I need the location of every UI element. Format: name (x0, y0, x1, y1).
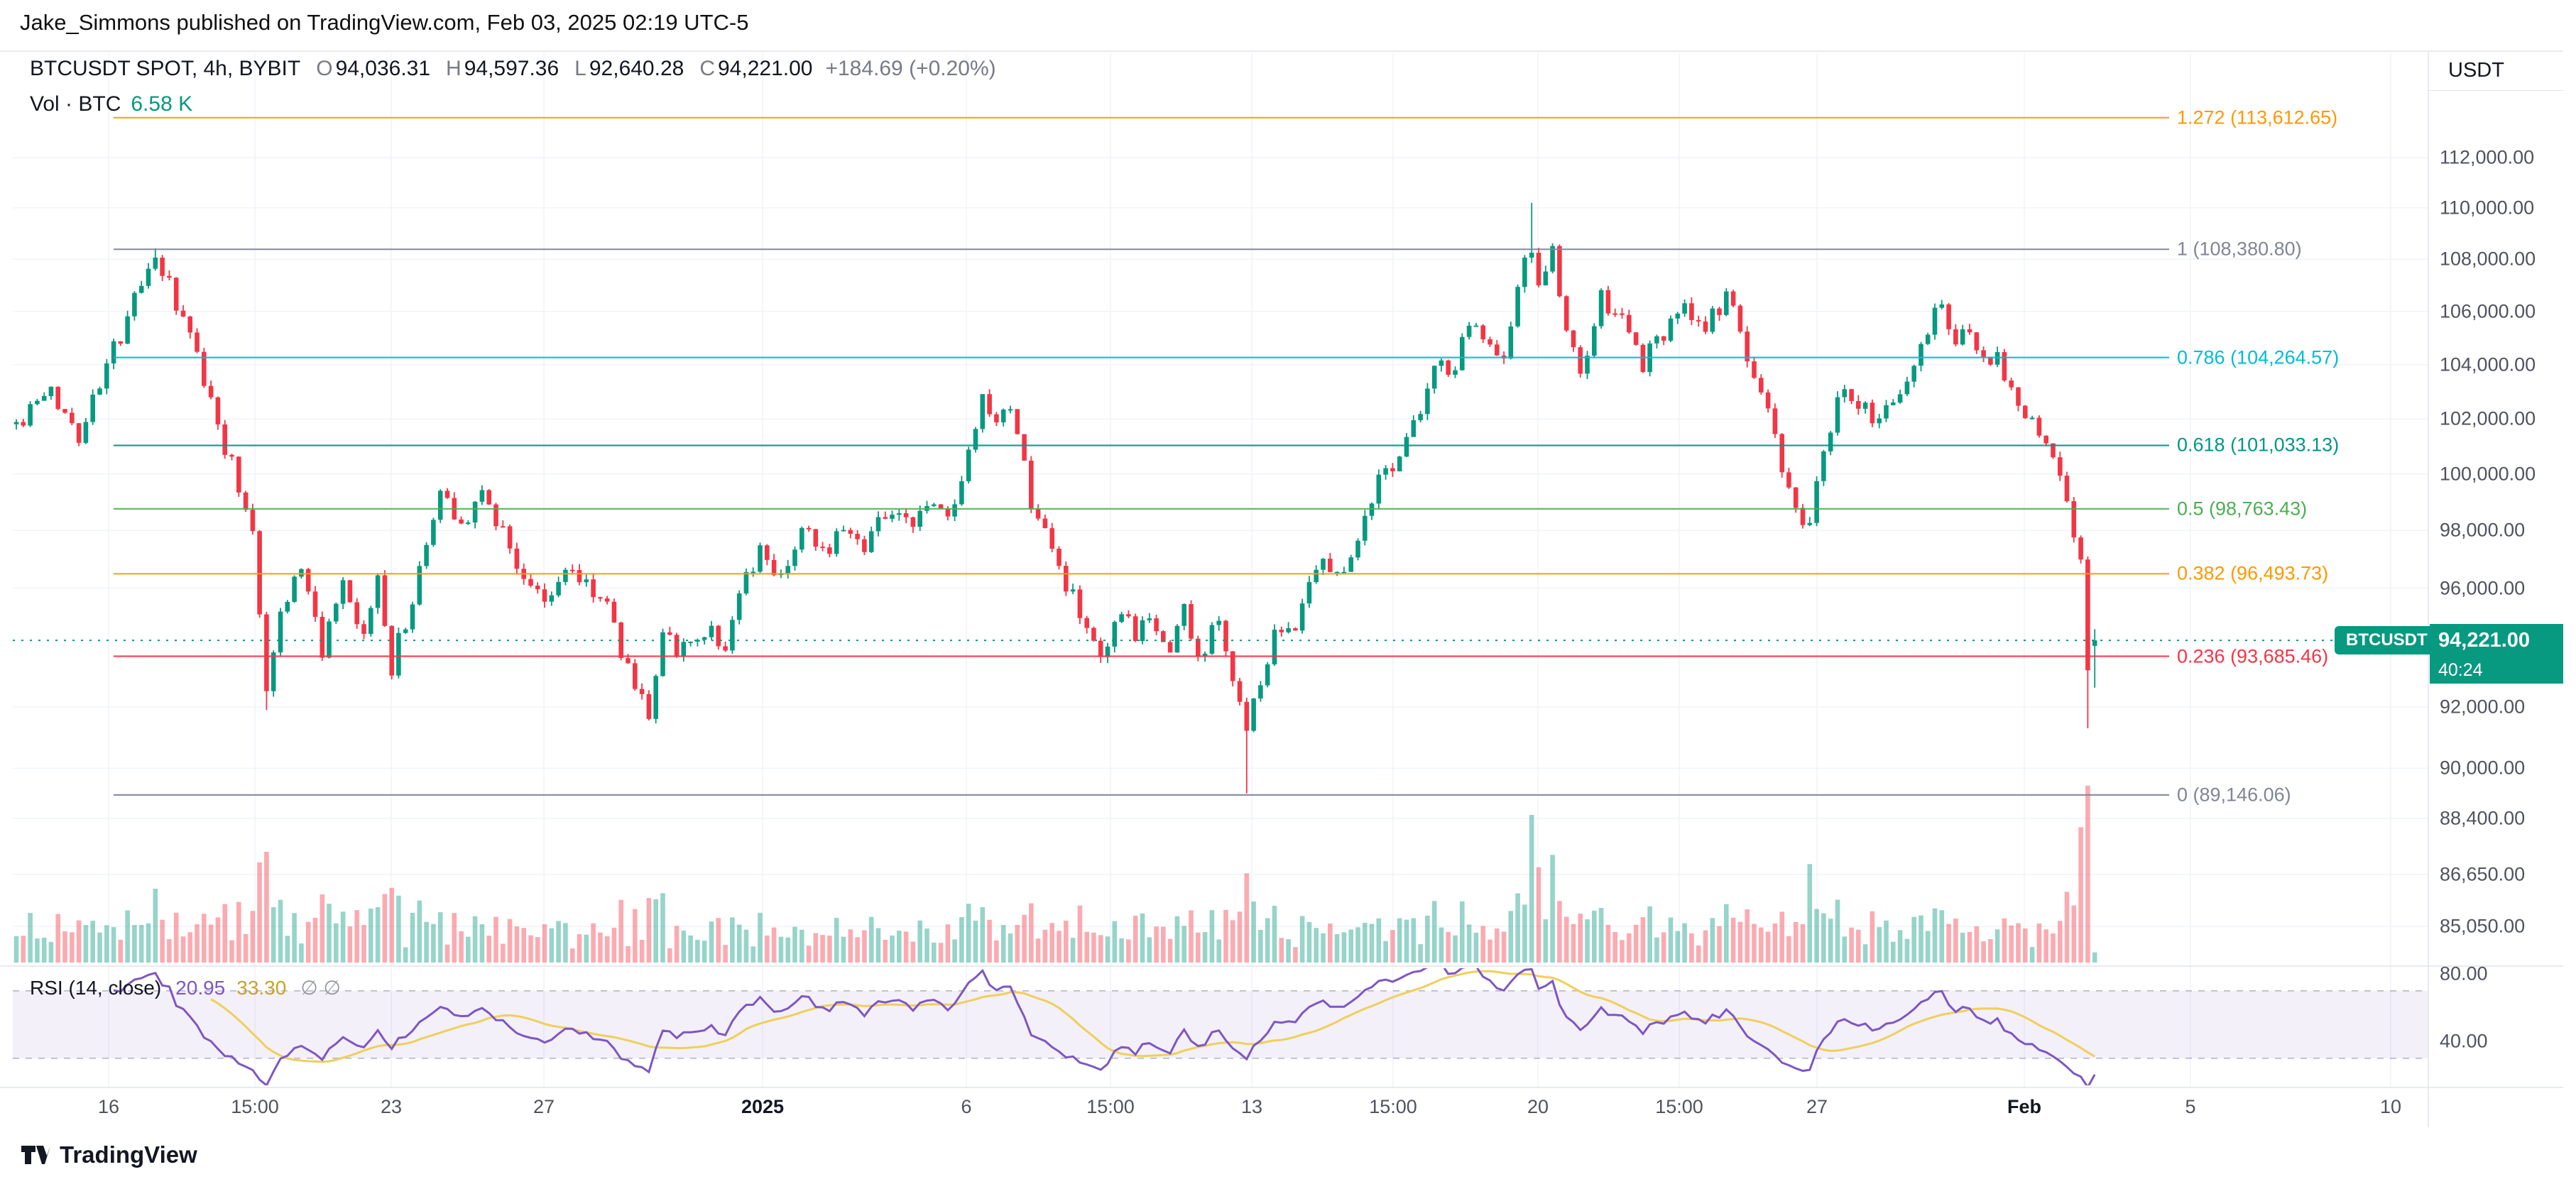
price-axis-currency[interactable]: USDT (2428, 51, 2563, 91)
time-axis-label: Feb (2007, 1096, 2042, 1117)
fib-level-label[interactable]: 0 (89,146.06) (2177, 784, 2291, 806)
attribution-text: Jake_Simmons published on TradingView.co… (20, 10, 749, 35)
open-value: 94,036.31 (335, 57, 431, 80)
price-line-symbol-tag: BTCUSDT (2335, 626, 2439, 654)
rsi-value: 20.95 (175, 977, 226, 999)
rsi-axis-label: 80.00 (2440, 963, 2488, 985)
tradingview-footer[interactable]: TradingView (18, 1139, 197, 1171)
time-axis[interactable]: 16 15:00 23 27 2025 6 15:00 13 15:00 20 15:00 27 Feb… (0, 1090, 2428, 1127)
time-axis-label: 15:00 (1369, 1096, 1417, 1117)
candles-layer (13, 202, 2097, 794)
fib-level-label[interactable]: 0.382 (96,493.73) (2177, 562, 2329, 584)
change-value: +184.69 (+0.20%) (825, 57, 996, 80)
volume-indicator-title[interactable]: Vol · BTC (30, 92, 121, 116)
time-axis-label: 13 (1240, 1096, 1263, 1117)
price-axis-label: 108,000.00 (2440, 248, 2536, 270)
price-axis[interactable]: USDT 112,000.00 110,000.00 108,000.00 106,0… (2428, 0, 2576, 1189)
fib-level-label[interactable]: 1.272 (113,612.65) (2177, 106, 2338, 128)
price-axis-label: 88,400.00 (2440, 807, 2526, 829)
time-axis-label: 2025 (741, 1096, 785, 1117)
grid-layer (13, 53, 2428, 1087)
price-axis-label: 112,000.00 (2440, 146, 2535, 168)
fib-level-label[interactable]: 0.236 (93,685.46) (2177, 645, 2329, 667)
time-axis-label: 15:00 (231, 1096, 279, 1117)
fib-level-label[interactable]: 0.786 (104,264.57) (2177, 346, 2340, 368)
rsi-axis-label: 40.00 (2440, 1030, 2488, 1052)
open-key: O (316, 57, 333, 80)
time-axis-label: 15:00 (1086, 1096, 1135, 1117)
current-price-badge: 94,221.00 (2430, 624, 2563, 657)
rsi-legend: RSI (14, close) 20.95 33.30 ∅ ∅ (30, 976, 341, 999)
volume-layer (13, 785, 2097, 963)
rsi-ma-value: 33.30 (236, 977, 287, 999)
rsi-layer (13, 968, 2428, 1085)
time-axis-label: 6 (961, 1096, 972, 1117)
bar-countdown-badge: 40:24 (2430, 657, 2563, 684)
time-axis-label: 5 (2185, 1096, 2196, 1117)
price-axis-label: 85,050.00 (2440, 915, 2526, 937)
time-axis-label: 20 (1527, 1096, 1549, 1117)
price-axis-label: 102,000.00 (2440, 407, 2536, 429)
rsi-hidden-values-icon: ∅ ∅ (300, 977, 341, 999)
currency-label: USDT (2448, 59, 2504, 82)
low-key: L (574, 57, 586, 80)
price-axis-label: 110,000.00 (2440, 197, 2535, 219)
time-axis-label: 15:00 (1655, 1096, 1703, 1117)
fib-level-label[interactable]: 1 (108,380.80) (2177, 238, 2302, 260)
time-axis-label: 10 (2379, 1096, 2402, 1117)
time-axis-label: 23 (380, 1096, 403, 1117)
tradingview-logo-icon (21, 1146, 50, 1164)
price-axis-label: 86,650.00 (2440, 863, 2526, 885)
symbol-title[interactable]: BTCUSDT SPOT, 4h, BYBIT (30, 57, 301, 80)
high-value: 94,597.36 (464, 57, 560, 80)
rsi-indicator-title[interactable]: RSI (14, close) (30, 977, 162, 999)
fib-level-label[interactable]: 0.618 (101,033.13) (2177, 434, 2340, 456)
close-key: C (699, 57, 715, 80)
time-axis-label: 27 (1806, 1096, 1828, 1117)
price-axis-label: 104,000.00 (2440, 354, 2536, 376)
volume-value: 6.58 K (131, 92, 193, 116)
price-axis-label: 106,000.00 (2440, 300, 2536, 322)
high-key: H (446, 57, 462, 80)
fib-lines-layer (114, 116, 2169, 796)
pane-borders (0, 50, 2563, 1127)
price-axis-label: 96,000.00 (2440, 577, 2526, 598)
tradingview-logo-text: TradingView (60, 1141, 197, 1168)
time-axis-label: 16 (97, 1096, 120, 1117)
fib-level-label[interactable]: 0.5 (98,763.43) (2177, 498, 2308, 520)
price-axis-label: 92,000.00 (2440, 696, 2526, 718)
price-axis-label: 100,000.00 (2440, 463, 2536, 485)
low-value: 92,640.28 (589, 57, 684, 80)
main-chart-legend: BTCUSDT SPOT, 4h, BYBIT O 94,036.31 H 94… (30, 57, 996, 81)
price-axis-label: 98,000.00 (2440, 519, 2526, 541)
time-axis-label: 27 (533, 1096, 555, 1117)
close-value: 94,221.00 (718, 57, 813, 80)
volume-legend: Vol · BTC 6.58 K (30, 92, 192, 116)
price-axis-label: 90,000.00 (2440, 757, 2526, 779)
